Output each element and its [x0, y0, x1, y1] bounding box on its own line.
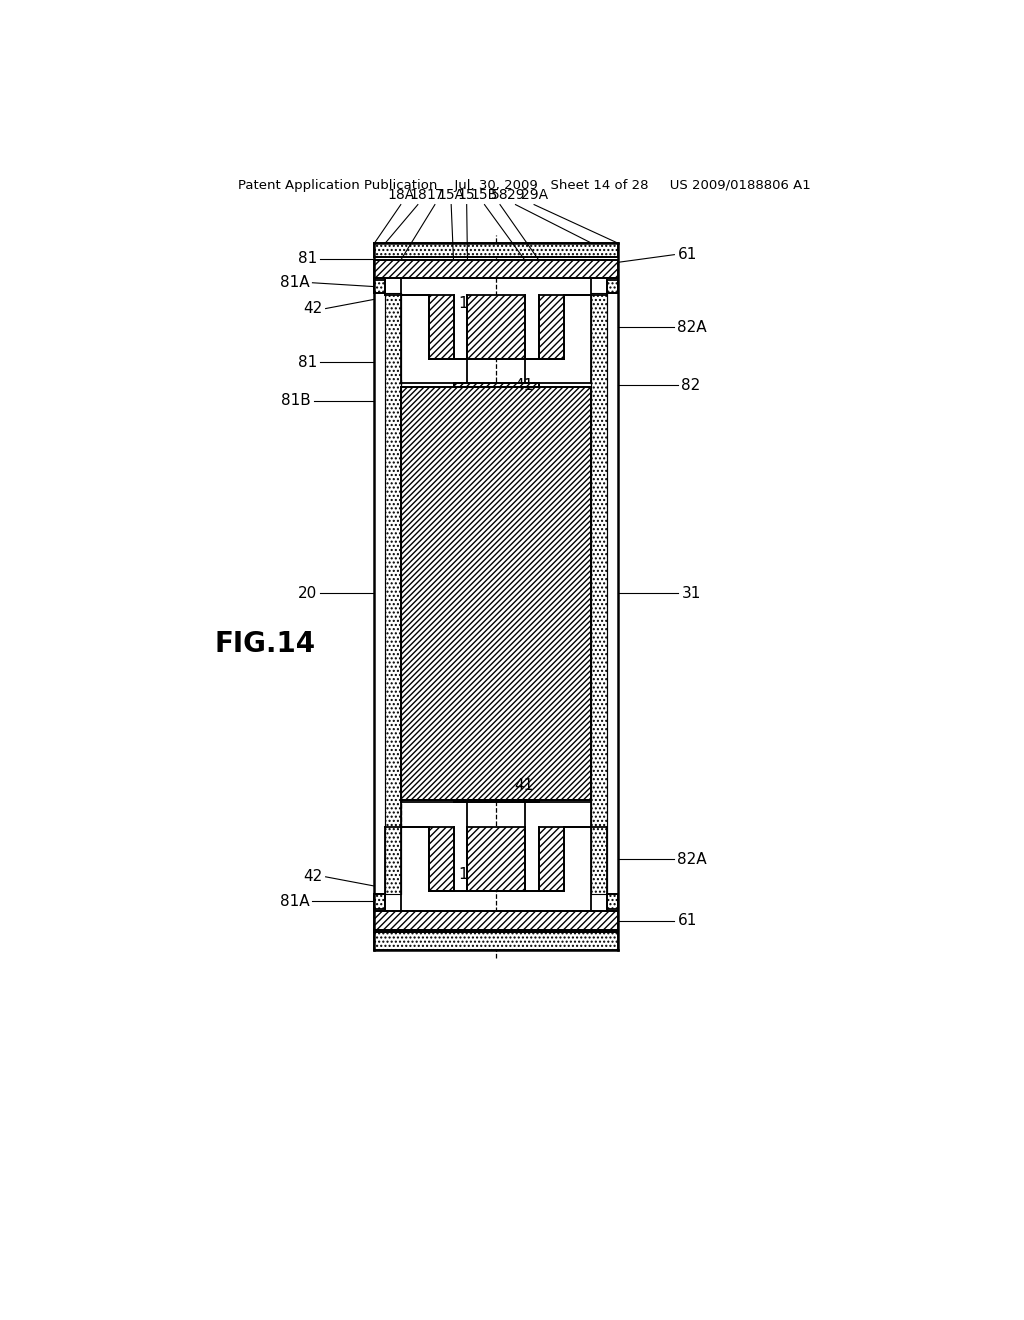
- Bar: [592, 293, 607, 894]
- Bar: [385, 293, 400, 894]
- Bar: [607, 280, 617, 293]
- Text: FIG.14: FIG.14: [215, 630, 316, 657]
- Text: 17: 17: [426, 187, 443, 202]
- Text: 81: 81: [298, 355, 317, 370]
- Text: 31: 31: [681, 586, 700, 601]
- Bar: [375, 260, 617, 277]
- Bar: [539, 826, 563, 891]
- Bar: [454, 383, 539, 387]
- Text: 20: 20: [298, 586, 317, 601]
- Text: 82: 82: [681, 378, 700, 392]
- Bar: [375, 932, 617, 950]
- Text: 41: 41: [515, 378, 534, 392]
- Bar: [429, 826, 454, 891]
- Text: 81: 81: [298, 251, 317, 267]
- Bar: [607, 894, 617, 909]
- Text: Patent Application Publication    Jul. 30, 2009   Sheet 14 of 28     US 2009/018: Patent Application Publication Jul. 30, …: [239, 178, 811, 191]
- Text: 15: 15: [458, 187, 475, 202]
- Text: 16: 16: [458, 297, 477, 312]
- Text: 29: 29: [507, 187, 524, 202]
- Bar: [429, 296, 454, 359]
- Bar: [375, 280, 385, 293]
- Bar: [539, 296, 563, 359]
- Text: 82A: 82A: [678, 851, 708, 867]
- Text: 18: 18: [409, 187, 427, 202]
- Text: 58: 58: [492, 187, 509, 202]
- Text: 81A: 81A: [280, 894, 309, 909]
- Text: 41: 41: [515, 777, 534, 793]
- Bar: [467, 296, 524, 359]
- Text: 15A: 15A: [437, 187, 465, 202]
- Text: 42: 42: [303, 301, 323, 315]
- Bar: [467, 826, 524, 891]
- Bar: [375, 894, 385, 909]
- Text: 61: 61: [678, 913, 697, 928]
- Text: 82A: 82A: [678, 319, 708, 334]
- Text: 42: 42: [303, 870, 323, 884]
- Bar: [375, 911, 617, 929]
- Text: 81A: 81A: [280, 276, 309, 290]
- Bar: [400, 387, 592, 800]
- Text: 29A: 29A: [520, 187, 548, 202]
- Bar: [454, 800, 539, 803]
- Text: 18A: 18A: [387, 187, 415, 202]
- Text: 61: 61: [678, 247, 697, 263]
- Text: 15B: 15B: [471, 187, 498, 202]
- Text: 81B: 81B: [282, 393, 311, 408]
- Bar: [375, 243, 617, 257]
- Text: 16: 16: [458, 867, 477, 882]
